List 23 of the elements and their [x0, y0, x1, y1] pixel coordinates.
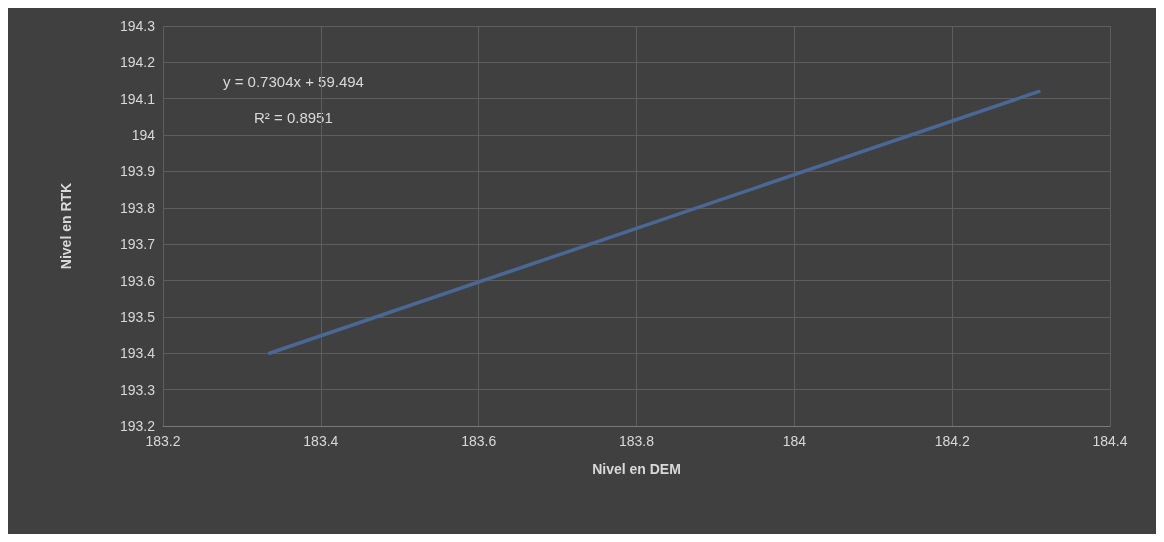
y-tick-label: 193.4 — [119, 345, 156, 362]
x-tick-label: 183.4 — [303, 433, 339, 449]
y-tick-label: 194 — [131, 127, 156, 144]
y-tick-label: 193.2 — [119, 418, 156, 434]
y-axis-title: Nivel en RTK — [58, 182, 74, 270]
y-tick-label: 194.3 — [119, 18, 156, 34]
x-tick-label: 184 — [782, 433, 807, 449]
y-tick-label: 193.7 — [119, 236, 156, 253]
x-axis-title: Nivel en DEM — [592, 461, 681, 477]
x-tick-label: 183.8 — [618, 433, 655, 449]
y-tick-label: 194.1 — [119, 90, 156, 107]
x-tick-label: 183.6 — [461, 433, 497, 449]
y-tick-label: 193.3 — [119, 381, 156, 398]
annotation: R² = 0.8951 — [254, 109, 333, 126]
x-tick-label: 183.2 — [145, 433, 181, 449]
x-tick-label: 184.2 — [934, 433, 970, 449]
y-tick-label: 193.8 — [119, 199, 156, 216]
y-tick-label: 193.9 — [119, 163, 156, 180]
y-tick-label: 194.2 — [119, 54, 156, 71]
y-tick-label: 193.6 — [119, 272, 156, 289]
x-tick-label: 184.4 — [1092, 433, 1128, 449]
annotation: y = 0.7304x + 59.494 — [223, 73, 364, 90]
y-tick-label: 193.5 — [119, 308, 156, 325]
